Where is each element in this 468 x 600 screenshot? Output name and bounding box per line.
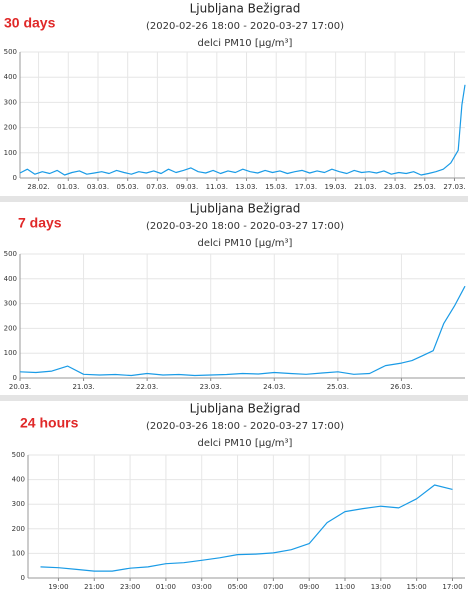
x-tick-label: 20.03. — [9, 383, 31, 391]
x-tick-label: 19.03. — [325, 183, 347, 191]
x-tick-label: 22.03. — [136, 383, 158, 391]
y-tick-label: 200 — [4, 124, 17, 132]
x-tick-label: 17.03. — [295, 183, 317, 191]
chart-title: Ljubljana Bežigrad — [190, 202, 301, 216]
chart-subtitle: (2020-03-26 18:00 - 2020-03-27 17:00) — [146, 421, 344, 432]
x-tick-label: 13.03. — [235, 183, 257, 191]
period-label: 30 days — [4, 15, 56, 31]
unit-label: delci PM10 [µg/m³] — [198, 438, 293, 449]
data-line — [40, 484, 453, 572]
y-tick-label: 200 — [4, 324, 17, 332]
x-tick-label: 05:00 — [227, 583, 247, 591]
y-tick-label: 100 — [12, 549, 25, 557]
x-tick-label: 13:00 — [371, 583, 391, 591]
x-tick-label: 07:00 — [263, 583, 283, 591]
y-tick-label: 0 — [21, 574, 25, 582]
y-tick-label: 500 — [4, 48, 17, 56]
y-tick-label: 500 — [12, 451, 25, 459]
y-tick-label: 400 — [4, 73, 17, 81]
y-tick-label: 300 — [4, 98, 17, 106]
x-tick-label: 25.03. — [327, 383, 349, 391]
x-tick-label: 05.03. — [117, 183, 139, 191]
separator — [0, 196, 468, 202]
x-tick-label: 15.03. — [265, 183, 287, 191]
y-tick-label: 0 — [13, 374, 17, 382]
x-tick-label: 11.03. — [206, 183, 228, 191]
data-line — [19, 285, 466, 377]
x-tick-label: 01.03. — [57, 183, 79, 191]
y-tick-label: 100 — [4, 349, 17, 357]
x-tick-label: 23.03. — [384, 183, 406, 191]
x-tick-label: 26.03. — [390, 383, 412, 391]
period-label: 7 days — [18, 215, 62, 231]
x-tick-label: 03:00 — [192, 583, 212, 591]
x-tick-label: 09.03. — [176, 183, 198, 191]
separator — [0, 395, 468, 401]
x-tick-label: 24.03. — [263, 383, 285, 391]
unit-label: delci PM10 [µg/m³] — [198, 238, 293, 249]
x-tick-label: 17:00 — [442, 583, 462, 591]
y-tick-label: 200 — [12, 525, 25, 533]
y-tick-label: 400 — [4, 275, 17, 283]
x-tick-label: 23:00 — [120, 583, 140, 591]
x-tick-label: 19:00 — [48, 583, 68, 591]
y-tick-label: 300 — [4, 300, 17, 308]
x-tick-label: 21.03. — [354, 183, 376, 191]
data-line — [19, 84, 466, 176]
chart-title: Ljubljana Bežigrad — [190, 402, 301, 416]
y-tick-label: 100 — [4, 149, 17, 157]
y-tick-label: 400 — [12, 476, 25, 484]
x-tick-label: 11:00 — [335, 583, 355, 591]
x-tick-label: 07.03. — [146, 183, 168, 191]
x-tick-label: 09:00 — [299, 583, 319, 591]
x-tick-label: 28.02. — [27, 183, 49, 191]
x-tick-label: 23.03. — [200, 383, 222, 391]
x-tick-label: 03.03. — [87, 183, 109, 191]
chart-subtitle: (2020-02-26 18:00 - 2020-03-27 17:00) — [146, 21, 344, 32]
chart-subtitle: (2020-03-20 18:00 - 2020-03-27 17:00) — [146, 221, 344, 232]
x-tick-label: 15:00 — [407, 583, 427, 591]
y-tick-label: 0 — [13, 174, 17, 182]
unit-label: delci PM10 [µg/m³] — [198, 38, 293, 49]
x-tick-label: 21.03. — [72, 383, 94, 391]
y-tick-label: 500 — [4, 250, 17, 258]
x-tick-label: 27.03. — [443, 183, 465, 191]
period-label: 24 hours — [20, 415, 79, 431]
x-tick-label: 01:00 — [156, 583, 176, 591]
x-tick-label: 25.03. — [414, 183, 436, 191]
chart-title: Ljubljana Bežigrad — [190, 2, 301, 16]
x-tick-label: 21:00 — [84, 583, 104, 591]
y-tick-label: 300 — [12, 500, 25, 508]
